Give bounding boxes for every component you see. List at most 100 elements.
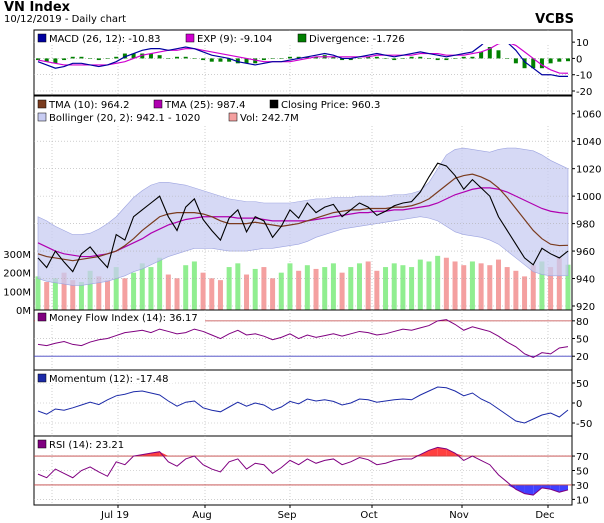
momentum-legend: Momentum (12): -17.48 xyxy=(49,374,168,385)
volume-bar xyxy=(322,267,328,310)
divergence-bar xyxy=(227,58,232,62)
divergence-bar xyxy=(357,58,362,59)
volume-bar xyxy=(35,276,41,310)
divergence-bar xyxy=(505,58,510,59)
volume-bar xyxy=(504,267,510,310)
divergence-bar xyxy=(435,58,440,61)
mfi-legend-swatch xyxy=(37,312,47,322)
volume-bar xyxy=(313,268,319,310)
bollinger-legend-swatch xyxy=(37,112,47,122)
price-axis-tick-label: 940 xyxy=(576,275,595,286)
exp-legend: EXP (9): -9.104 xyxy=(197,34,272,45)
rsi-overbought-fill xyxy=(150,451,160,457)
rsi-oversold-fill xyxy=(533,484,542,496)
divergence-bar xyxy=(166,58,171,59)
closing-price-legend-swatch xyxy=(269,99,279,109)
rsi-line xyxy=(37,446,569,496)
divergence-bar xyxy=(114,56,119,59)
divergence-bar xyxy=(244,58,249,64)
divergence-bar xyxy=(566,58,570,62)
divergence-bar xyxy=(62,58,67,61)
rsi-overbought-fill xyxy=(446,448,456,457)
divergence-bar xyxy=(201,58,206,61)
volume-tick-label: 300M xyxy=(3,250,31,261)
divergence-bar xyxy=(88,58,93,59)
tma10-legend-swatch xyxy=(37,99,47,109)
closing-price-line xyxy=(37,162,569,273)
volume-bar xyxy=(174,278,180,310)
rsi-oversold-fill xyxy=(541,484,551,490)
chart-subtitle: 10/12/2019 - Daily chart xyxy=(4,14,127,25)
mfi-line xyxy=(37,319,569,358)
momentum-axis-tick-label: 50 xyxy=(576,379,589,390)
price-axis-tick-label: 1020 xyxy=(576,165,601,176)
volume-bar xyxy=(139,263,145,310)
volume-bar xyxy=(487,265,493,310)
divergence-bar xyxy=(348,58,353,61)
rsi-axis-tick-label: 70 xyxy=(576,452,589,463)
divergence-bar xyxy=(36,58,40,61)
volume-bar xyxy=(365,261,371,310)
x-axis-label: Sep xyxy=(278,510,297,521)
divergence-bar xyxy=(157,55,162,59)
tma10-legend: TMA (10): 964.2 xyxy=(48,100,129,111)
volume-legend-swatch xyxy=(228,112,238,122)
volume-bar xyxy=(478,263,484,310)
volume-bar xyxy=(278,272,284,310)
volume-bar xyxy=(52,278,58,310)
volume-bar xyxy=(556,257,562,310)
divergence-bar xyxy=(513,58,518,64)
divergence-bar xyxy=(218,58,223,62)
divergence-bar xyxy=(531,58,536,69)
momentum-legend-swatch xyxy=(37,373,47,383)
volume-bar xyxy=(61,272,67,310)
rsi-overbought-fill xyxy=(437,447,447,457)
divergence-bar xyxy=(183,56,188,59)
divergence-legend-swatch xyxy=(297,33,307,43)
macd-legend-swatch xyxy=(37,33,47,43)
volume-bar xyxy=(105,280,111,310)
volume-tick-label: 100M xyxy=(3,287,31,298)
bollinger-band xyxy=(37,147,569,286)
macd-axis-tick-label: -20 xyxy=(576,87,592,98)
divergence-bar xyxy=(140,53,145,59)
divergence-bar xyxy=(148,53,153,59)
volume-bar xyxy=(400,265,406,310)
tma25-legend: TMA (25): 987.4 xyxy=(164,100,245,111)
volume-bar xyxy=(339,272,345,310)
divergence-bar xyxy=(392,58,397,61)
divergence-bar xyxy=(479,51,484,59)
volume-bar xyxy=(435,255,441,310)
momentum-line xyxy=(37,386,569,424)
divergence-bar xyxy=(175,56,180,59)
rsi-oversold-fill xyxy=(507,484,516,490)
price-legend-bg xyxy=(35,97,571,124)
bollinger-legend: Bollinger (20, 2): 942.1 - 1020 xyxy=(49,113,200,124)
divergence-bar xyxy=(453,58,458,59)
volume-bar xyxy=(96,276,102,310)
divergence-bar xyxy=(253,58,258,64)
divergence-bar xyxy=(122,53,127,59)
volume-bar xyxy=(131,272,137,310)
volume-bar xyxy=(495,259,501,310)
volume-bar xyxy=(287,263,293,310)
volume-bar xyxy=(461,265,467,310)
rsi-legend: RSI (14): 23.21 xyxy=(49,440,124,451)
divergence-bar xyxy=(426,58,431,59)
volume-bar xyxy=(44,282,50,310)
macd-signal-line xyxy=(37,41,569,74)
volume-bar xyxy=(217,280,223,310)
volume-bar xyxy=(226,267,232,310)
volume-bar xyxy=(183,265,189,310)
rsi-axis-tick-label: 30 xyxy=(576,481,589,492)
exp-legend-swatch xyxy=(185,33,195,43)
macd-legend: MACD (26, 12): -10.83 xyxy=(49,34,161,45)
divergence-bar xyxy=(79,56,84,59)
divergence-bar xyxy=(470,56,475,59)
divergence-bar xyxy=(487,47,492,59)
divergence-bar xyxy=(105,58,110,59)
mfi-legend: Money Flow Index (14): 36.17 xyxy=(49,313,198,324)
divergence-bar xyxy=(209,58,214,62)
momentum-axis-tick-label: -50 xyxy=(576,419,592,430)
